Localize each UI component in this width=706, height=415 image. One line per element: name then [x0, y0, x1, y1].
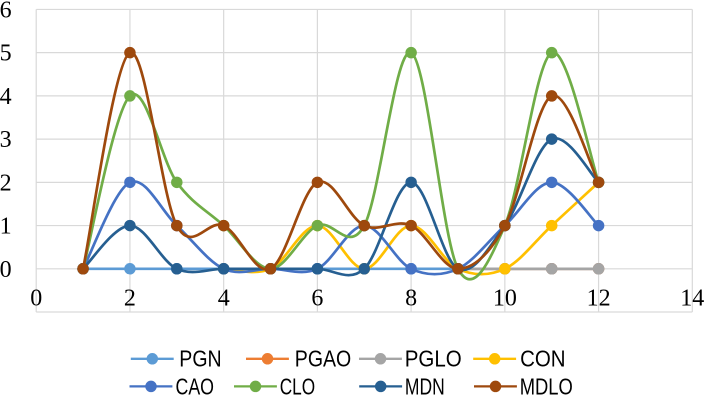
svg-text:8: 8	[405, 285, 417, 311]
svg-text:1: 1	[0, 214, 12, 240]
svg-text:5: 5	[0, 41, 12, 67]
svg-text:PGN: PGN	[179, 346, 221, 372]
svg-text:4: 4	[0, 84, 12, 110]
svg-text:0: 0	[30, 285, 42, 311]
svg-text:CON: CON	[520, 346, 566, 372]
svg-text:PGLO: PGLO	[405, 346, 462, 372]
svg-text:12: 12	[587, 285, 611, 311]
svg-text:10: 10	[493, 285, 517, 311]
svg-text:CAO: CAO	[176, 373, 215, 399]
svg-text:2: 2	[124, 285, 136, 311]
svg-text:PGAO: PGAO	[295, 346, 351, 372]
svg-text:MDLO: MDLO	[520, 373, 573, 399]
svg-text:6: 6	[311, 285, 323, 311]
svg-text:6: 6	[0, 0, 12, 23]
svg-text:14: 14	[680, 285, 704, 311]
svg-text:0: 0	[0, 257, 12, 283]
svg-text:2: 2	[0, 170, 12, 196]
svg-text:4: 4	[218, 285, 230, 311]
svg-text:3: 3	[0, 127, 12, 153]
svg-text:CLO: CLO	[280, 373, 315, 399]
svg-text:MDN: MDN	[405, 373, 445, 399]
